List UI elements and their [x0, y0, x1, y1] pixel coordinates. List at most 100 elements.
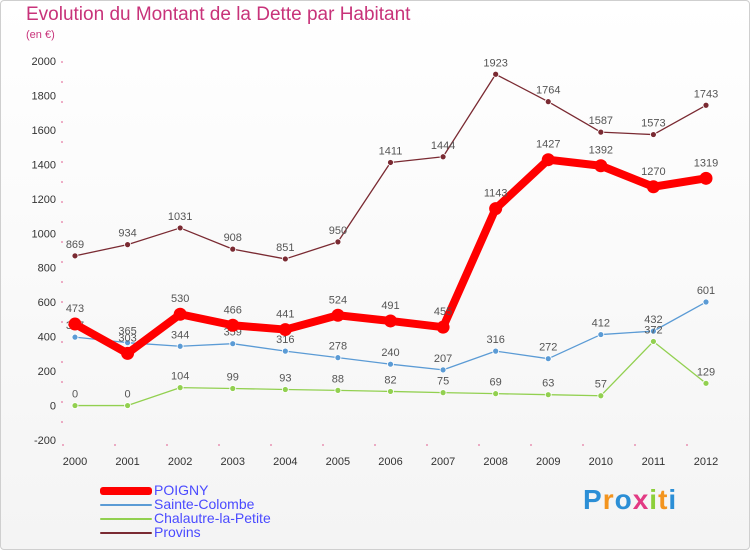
data-label-poigny: 1392 — [589, 145, 613, 157]
data-label-sainte-colombe: 344 — [171, 329, 189, 341]
data-label-poigny: 1270 — [641, 166, 665, 178]
data-label-poigny: 441 — [276, 309, 294, 321]
data-label-provins: 1587 — [589, 115, 613, 127]
data-point-chalautre-la-petite — [544, 391, 552, 399]
y-tick-label: 1400 — [32, 159, 56, 171]
data-label-poigny: 530 — [171, 293, 189, 305]
data-point-chalautre-la-petite — [229, 385, 237, 392]
brand-letter: i — [668, 484, 678, 515]
data-label-provins: 934 — [118, 228, 136, 240]
y-tick-label: 1200 — [32, 194, 56, 206]
data-point-poigny — [226, 318, 240, 332]
data-label-provins: 1743 — [694, 88, 718, 100]
data-point-provins — [439, 153, 447, 161]
data-label-sainte-colombe: 316 — [486, 334, 504, 346]
brand-letter: i — [649, 484, 659, 515]
x-tick-label: 2001 — [115, 456, 139, 468]
data-point-sainte-colombe — [229, 340, 237, 348]
data-point-chalautre-la-petite — [492, 390, 500, 398]
data-label-provins: 908 — [224, 232, 242, 244]
data-label-sainte-colombe: 272 — [539, 342, 557, 354]
data-point-chalautre-la-petite — [124, 402, 131, 409]
data-point-provins — [650, 131, 657, 138]
data-label-sainte-colombe: 207 — [434, 353, 452, 365]
y-tick-label: 1800 — [32, 90, 56, 102]
x-tick-label: 2004 — [273, 456, 297, 468]
x-tick-label: 2005 — [326, 456, 350, 468]
data-point-chalautre-la-petite — [650, 338, 657, 345]
legend-swatch — [100, 487, 152, 495]
data-label-provins: 869 — [66, 239, 84, 251]
x-tick-label: 2011 — [642, 456, 666, 468]
data-point-poigny — [594, 159, 608, 173]
brand-letter: r — [602, 484, 615, 515]
data-label-sainte-colombe: 278 — [329, 341, 347, 353]
y-tick-label: -200 — [34, 435, 56, 447]
data-label-poigny: 491 — [381, 300, 399, 312]
data-point-poigny — [436, 320, 450, 334]
data-label-chalautre-la-petite: 69 — [490, 377, 502, 389]
data-label-chalautre-la-petite: 93 — [279, 373, 291, 385]
y-tick-label: 800 — [38, 263, 56, 275]
y-tick-label: 400 — [38, 332, 56, 344]
data-point-poigny — [384, 314, 397, 328]
data-point-poigny — [489, 202, 503, 216]
data-label-chalautre-la-petite: 57 — [595, 379, 607, 391]
data-label-provins: 1444 — [431, 140, 455, 152]
y-tick-label: 200 — [38, 366, 56, 378]
data-point-sainte-colombe — [71, 333, 79, 341]
data-label-provins: 950 — [329, 225, 347, 237]
data-point-provins — [597, 128, 605, 136]
data-label-poigny: 524 — [329, 294, 347, 306]
data-label-poigny: 1427 — [536, 139, 560, 151]
legend-label: POIGNY — [154, 482, 209, 498]
data-label-chalautre-la-petite: 0 — [125, 389, 131, 401]
data-label-poigny: 1143 — [484, 188, 508, 200]
data-label-chalautre-la-petite: 99 — [227, 371, 239, 383]
legend-item: Provins — [100, 524, 320, 540]
legend-swatch — [100, 532, 152, 534]
legend-label: Sainte-Colombe — [154, 496, 255, 512]
x-tick-label: 2009 — [536, 456, 560, 468]
data-point-provins — [229, 245, 237, 253]
data-point-sainte-colombe — [176, 342, 184, 350]
chart-title: Evolution du Montant de la Dette par Hab… — [26, 4, 411, 25]
data-point-sainte-colombe — [124, 339, 131, 347]
data-label-provins: 1764 — [536, 85, 560, 97]
data-label-provins: 851 — [276, 242, 294, 254]
data-label-sainte-colombe: 432 — [644, 314, 662, 326]
data-label-provins: 1923 — [483, 57, 507, 69]
data-label-provins: 1573 — [641, 118, 665, 130]
data-point-sainte-colombe — [702, 298, 710, 306]
data-label-chalautre-la-petite: 129 — [697, 366, 715, 378]
x-tick-label: 2003 — [221, 456, 245, 468]
data-label-chalautre-la-petite: 372 — [644, 324, 662, 336]
x-tick-label: 2000 — [63, 456, 87, 468]
data-point-chalautre-la-petite — [176, 384, 184, 392]
data-point-chalautre-la-petite — [702, 379, 710, 387]
legend-item: Chalautre-la-Petite — [100, 510, 320, 526]
data-label-provins: 1031 — [168, 211, 192, 223]
chart-unit: (en €) — [26, 29, 55, 41]
data-point-sainte-colombe — [387, 360, 394, 368]
legend-swatch — [100, 504, 152, 506]
legend: POIGNY Sainte-Colombe Chalautre-la-Petite P… — [100, 482, 320, 540]
data-point-chalautre-la-petite — [334, 386, 342, 394]
series-line-sainte-colombe — [74, 301, 707, 371]
data-point-provins — [492, 70, 500, 78]
x-tick-label: 2007 — [431, 456, 455, 468]
data-label-chalautre-la-petite: 82 — [384, 374, 396, 386]
data-point-poigny — [646, 180, 660, 194]
data-point-sainte-colombe — [597, 331, 605, 338]
data-point-provins — [281, 255, 289, 263]
data-label-poigny: 303 — [118, 332, 136, 344]
y-tick-label: 1000 — [32, 228, 56, 240]
data-label-chalautre-la-petite: 63 — [542, 378, 554, 390]
data-point-sainte-colombe — [492, 347, 500, 355]
x-tick-label: 2002 — [168, 456, 192, 468]
y-tick-label: 0 — [50, 401, 56, 413]
x-tick-label: 2006 — [378, 456, 402, 468]
y-tick-label: 1600 — [32, 125, 56, 137]
data-label-chalautre-la-petite: 0 — [72, 389, 78, 401]
